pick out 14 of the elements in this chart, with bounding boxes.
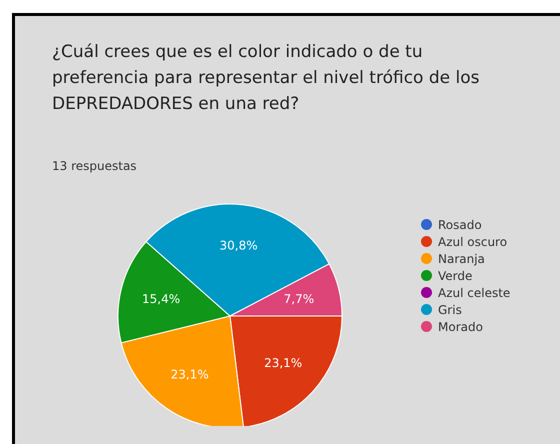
- data-label: 15,4%: [142, 292, 180, 306]
- legend-label: Morado: [438, 320, 483, 334]
- legend-label: Rosado: [438, 218, 482, 232]
- legend-label: Azul celeste: [438, 286, 510, 300]
- data-label: 23,1%: [264, 356, 302, 370]
- legend-label: Verde: [438, 268, 472, 282]
- legend-label: Azul oscuro: [438, 234, 508, 248]
- chart-title: ¿Cuál crees que es el color indicado o de tu preferencia para representar el nivel trófico de los DEPREDADORES en una red?: [52, 41, 480, 116]
- data-label: 30,8%: [219, 238, 258, 253]
- data-label: 23,1%: [170, 367, 209, 382]
- data-label: 7,7%: [284, 292, 314, 306]
- chart-subtitle: 13 respuestas: [52, 159, 137, 173]
- legend-label: Naranja: [438, 252, 485, 266]
- legend-label: Gris: [438, 302, 462, 316]
